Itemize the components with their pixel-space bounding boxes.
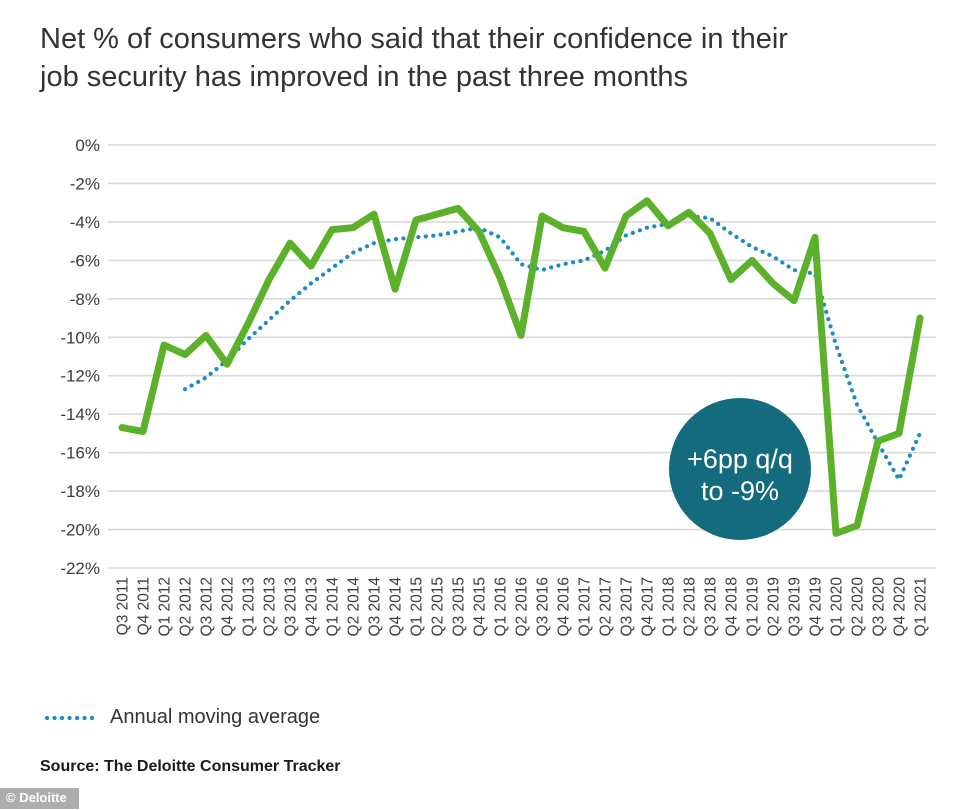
annotation-text-line1: +6pp q/q: [687, 444, 793, 474]
chart-title-line2: job security has improved in the past th…: [40, 61, 688, 93]
x-axis-label: Q1 2017: [577, 577, 594, 636]
x-axis-label: Q1 2018: [661, 577, 678, 636]
y-axis-label: -20%: [60, 521, 100, 540]
x-axis-labels: Q3 2011 Q4 2011 Q1 2012 Q2 2012 Q3 2012 Q4 20…: [115, 577, 930, 637]
y-axis-label: -8%: [70, 290, 100, 309]
x-axis-label: Q4 2013: [304, 577, 321, 636]
chart-title-line1: Net % of consumers who said that their c…: [40, 23, 788, 55]
x-axis-label: Q2 2019: [766, 577, 783, 636]
y-axis-label: -4%: [70, 213, 100, 232]
annotation-text-line2: to -9%: [701, 476, 779, 506]
x-axis-label: Q1 2012: [157, 577, 174, 636]
x-axis-label: Q3 2013: [283, 577, 300, 636]
x-axis-label: Q3 2019: [787, 577, 804, 636]
annotation-circle: [669, 398, 811, 540]
x-axis-label: Q1 2021: [913, 577, 930, 636]
x-axis-label: Q2 2016: [514, 577, 531, 636]
x-axis-label: Q2 2013: [262, 577, 279, 636]
x-axis-label: Q3 2017: [619, 577, 636, 636]
x-axis-label: Q3 2014: [367, 577, 384, 637]
y-axis-label: -2%: [70, 174, 100, 193]
y-axis-labels: 0% -2% -4% -6% -8% -10% -12% -14% -16% -18% -20% -2…: [60, 136, 100, 578]
x-axis-label: Q4 2019: [808, 577, 825, 636]
x-axis-label: Q1 2013: [241, 577, 258, 636]
source-note: Source: The Deloitte Consumer Tracker: [40, 758, 341, 775]
x-axis-label: Q1 2020: [829, 577, 846, 637]
y-axis-label: -22%: [60, 559, 100, 578]
x-axis-label: Q3 2016: [535, 577, 552, 636]
x-axis-label: Q3 2015: [451, 577, 468, 636]
x-axis-label: Q4 2014: [388, 577, 405, 637]
chart-title: Net % of consumers who said that their c…: [40, 20, 920, 96]
x-axis-label: Q2 2012: [178, 577, 195, 636]
x-axis-label: Q1 2015: [409, 577, 426, 636]
job-security-chart: +6pp q/q to -9% 0% -2% -4% -6% -8% -10% -12% -1…: [60, 136, 936, 637]
x-axis-label: Q1 2014: [325, 577, 342, 637]
series-layer: [118, 197, 924, 537]
x-axis-label: Q2 2020: [850, 577, 867, 637]
x-axis-label: Q4 2017: [640, 577, 657, 636]
x-axis-label: Q1 2016: [493, 577, 510, 636]
annotation-bubble: +6pp q/q to -9%: [669, 398, 811, 540]
x-axis-label: Q3 2018: [703, 577, 720, 636]
y-axis-label: -6%: [70, 251, 100, 270]
x-axis-label: Q3 2011: [115, 577, 132, 635]
moving-average-line: [182, 214, 923, 482]
x-axis-label: Q3 2012: [199, 577, 216, 636]
y-axis-label: -16%: [60, 444, 100, 463]
y-axis-label: -10%: [60, 328, 100, 347]
y-axis-label: -12%: [60, 367, 100, 386]
x-axis-label: Q4 2012: [220, 577, 237, 636]
x-axis-label: Q2 2017: [598, 577, 615, 636]
x-axis-label: Q4 2015: [472, 577, 489, 636]
x-axis-label: Q4 2018: [724, 577, 741, 636]
x-axis-label: Q2 2014: [346, 577, 363, 637]
legend: Annual moving average: [42, 706, 320, 729]
dotted-line-swatch: [44, 715, 96, 720]
net-balance-line: [118, 197, 924, 537]
y-axis-label: 0%: [75, 136, 100, 155]
x-axis-label: Q2 2018: [682, 577, 699, 636]
x-axis-label: Q1 2019: [745, 577, 762, 636]
x-axis-label: Q4 2016: [556, 577, 573, 636]
x-axis-label: Q3 2020: [871, 577, 888, 637]
x-axis-label: Q4 2020: [892, 577, 909, 637]
y-axis-label: -18%: [60, 482, 100, 501]
x-axis-label: Q4 2011: [136, 577, 153, 635]
x-axis-label: Q2 2015: [430, 577, 447, 636]
gridlines-layer: [108, 144, 936, 569]
legend-label: Annual moving average: [110, 706, 321, 728]
y-axis-label: -14%: [60, 405, 100, 424]
deloitte-watermark: © Deloitte: [0, 788, 79, 809]
